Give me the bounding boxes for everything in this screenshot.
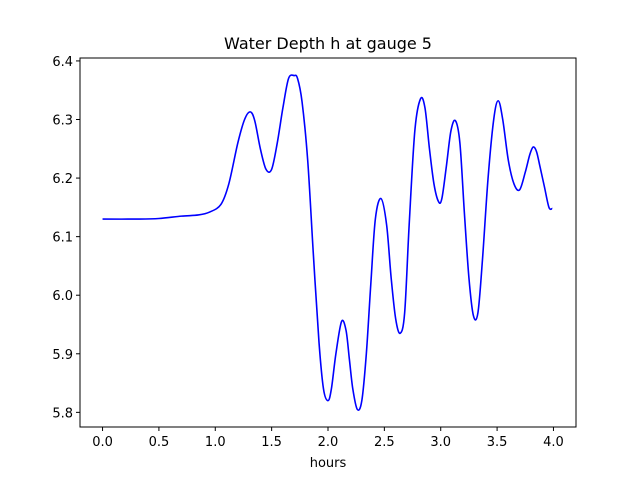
- x-tick-label: 0.0: [92, 435, 113, 450]
- x-tick-label: 4.0: [543, 435, 564, 450]
- chart-title: Water Depth h at gauge 5: [224, 34, 432, 53]
- x-tick-label: 0.5: [149, 435, 170, 450]
- x-tick-label: 3.0: [430, 435, 451, 450]
- x-tick-label: 2.0: [318, 435, 339, 450]
- x-tick-label: 1.5: [261, 435, 282, 450]
- x-axis-label: hours: [310, 456, 347, 471]
- series-line: [102, 74, 553, 411]
- y-axis: 5.8 5.9 6.0 6.1 6.2 6.3 6.4: [52, 55, 80, 421]
- y-tick-label: 6.3: [52, 114, 73, 129]
- x-axis: 0.0 0.5 1.0 1.5 2.0 2.5 3.0 3.5 4.0: [92, 427, 564, 450]
- y-tick-label: 6.2: [52, 172, 73, 187]
- x-tick-label: 3.5: [487, 435, 508, 450]
- y-tick-label: 6.1: [52, 231, 73, 246]
- y-tick-label: 5.9: [52, 348, 73, 363]
- y-tick-label: 5.8: [52, 406, 73, 421]
- y-tick-label: 6.0: [52, 289, 73, 304]
- y-tick-label: 6.4: [52, 55, 73, 70]
- x-tick-label: 2.5: [374, 435, 395, 450]
- x-tick-label: 1.0: [205, 435, 226, 450]
